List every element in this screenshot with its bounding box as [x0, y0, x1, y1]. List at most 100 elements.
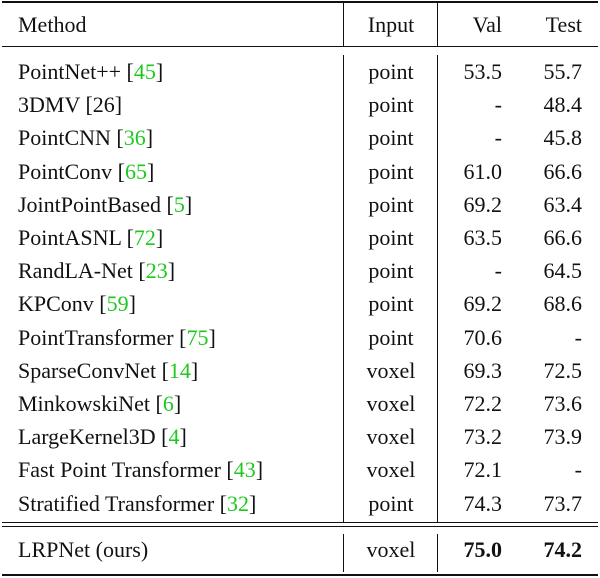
rule [2, 526, 598, 527]
cite: 14 [168, 357, 191, 383]
cite: 32 [226, 490, 249, 516]
val: 72.1 [463, 457, 503, 483]
cite-bracket: [ [116, 125, 124, 151]
method: KPConv [18, 291, 94, 317]
test: 72.5 [543, 357, 583, 383]
test: 73.9 [543, 424, 583, 450]
test: 73.6 [543, 391, 583, 416]
cite-bracket: ] [248, 490, 257, 516]
input: point [368, 490, 414, 516]
test: 73.7 [543, 490, 583, 516]
input: voxel [366, 424, 416, 450]
method-cell: Fast Point Transformer [43] [18, 457, 263, 483]
test: 68.6 [543, 291, 583, 317]
cite-bracket: ] [145, 125, 154, 151]
method-cell: PointNet++ [45] [18, 59, 163, 85]
val: 69.2 [463, 291, 503, 317]
cite-bracket: ] [128, 291, 136, 317]
cite: 4 [168, 424, 180, 450]
test: 45.8 [543, 125, 583, 151]
val: 75.0 [463, 537, 503, 562]
cite-bracket: ] [173, 391, 182, 416]
method: PointASNL [18, 225, 122, 250]
method-cell: 3DMV [26] [18, 92, 122, 118]
input: voxel [366, 357, 416, 383]
rule [2, 574, 598, 576]
cite-bracket: ] [208, 324, 216, 350]
input: point [368, 92, 414, 118]
cite: 72 [133, 225, 156, 250]
method: LargeKernel3D [18, 424, 156, 450]
val: 72.2 [463, 391, 503, 416]
input: point [368, 258, 414, 284]
method: 3DMV [26] [18, 92, 123, 118]
input: point [368, 324, 414, 350]
cite-bracket: [ [117, 158, 125, 184]
cite-bracket: [ [161, 424, 169, 450]
column-divider [343, 3, 344, 46]
cite-bracket: [ [226, 457, 234, 483]
method: PointCNN [18, 125, 111, 151]
val: 69.3 [463, 357, 503, 383]
cite-bracket: [ [155, 391, 163, 416]
val: 69.2 [463, 191, 503, 217]
method: SparseConvNet [18, 357, 157, 383]
cite-bracket: [ [138, 258, 146, 284]
input: point [368, 191, 414, 217]
cite-bracket: ] [190, 357, 199, 383]
test: 66.6 [543, 158, 583, 184]
method: PointTransformer [18, 324, 174, 350]
rule [2, 1, 598, 3]
cite-bracket: [ [126, 225, 134, 250]
cite-bracket: [ [219, 490, 227, 516]
cite-bracket: [ [99, 291, 107, 317]
rule [2, 46, 598, 47]
input: point [368, 225, 414, 250]
val: - [494, 92, 502, 118]
cite: 65 [124, 158, 147, 184]
column-divider [437, 534, 438, 572]
test: 64.5 [543, 258, 583, 284]
input: voxel [366, 457, 416, 483]
cite-bracket: ] [155, 59, 164, 84]
val: 74.3 [463, 490, 503, 516]
method-cell: PointASNL [72] [18, 225, 163, 251]
header-test: Test [545, 12, 582, 37]
method: PointNet++ [18, 59, 122, 84]
method: Stratified Transformer [18, 490, 215, 516]
test: - [574, 324, 582, 350]
cite-bracket: [ [161, 357, 169, 383]
test: - [574, 457, 582, 483]
cite-bracket: ] [146, 158, 155, 184]
method: PointConv [18, 158, 113, 184]
cite: 6 [162, 391, 174, 416]
column-divider [437, 55, 438, 522]
column-divider [343, 534, 344, 572]
header-val: Val [472, 12, 502, 37]
val: - [494, 125, 502, 151]
input: point [368, 291, 414, 317]
rule [2, 522, 598, 523]
method-cell: KPConv [59] [18, 291, 136, 317]
test: 48.4 [543, 92, 583, 118]
test: 63.4 [543, 191, 583, 217]
cite-bracket: [ [126, 59, 134, 84]
val: 61.0 [463, 158, 503, 184]
cite-bracket: [ [179, 324, 187, 350]
test: 66.6 [543, 225, 583, 250]
method-cell: RandLA-Net [23] [18, 258, 175, 284]
cite-bracket: ] [255, 457, 264, 483]
method-cell: MinkowskiNet [6] [18, 391, 181, 417]
method-cell: LargeKernel3D [4] [18, 424, 187, 450]
input: point [368, 158, 414, 184]
val: 53.5 [463, 59, 503, 84]
val: 73.2 [463, 424, 503, 450]
column-divider [437, 3, 438, 46]
input: voxel [366, 391, 416, 416]
cite: 43 [233, 457, 256, 483]
method-cell: Stratified Transformer [32] [18, 491, 256, 517]
cite: 5 [173, 191, 185, 217]
cite: 23 [145, 258, 168, 284]
column-divider [343, 55, 344, 522]
